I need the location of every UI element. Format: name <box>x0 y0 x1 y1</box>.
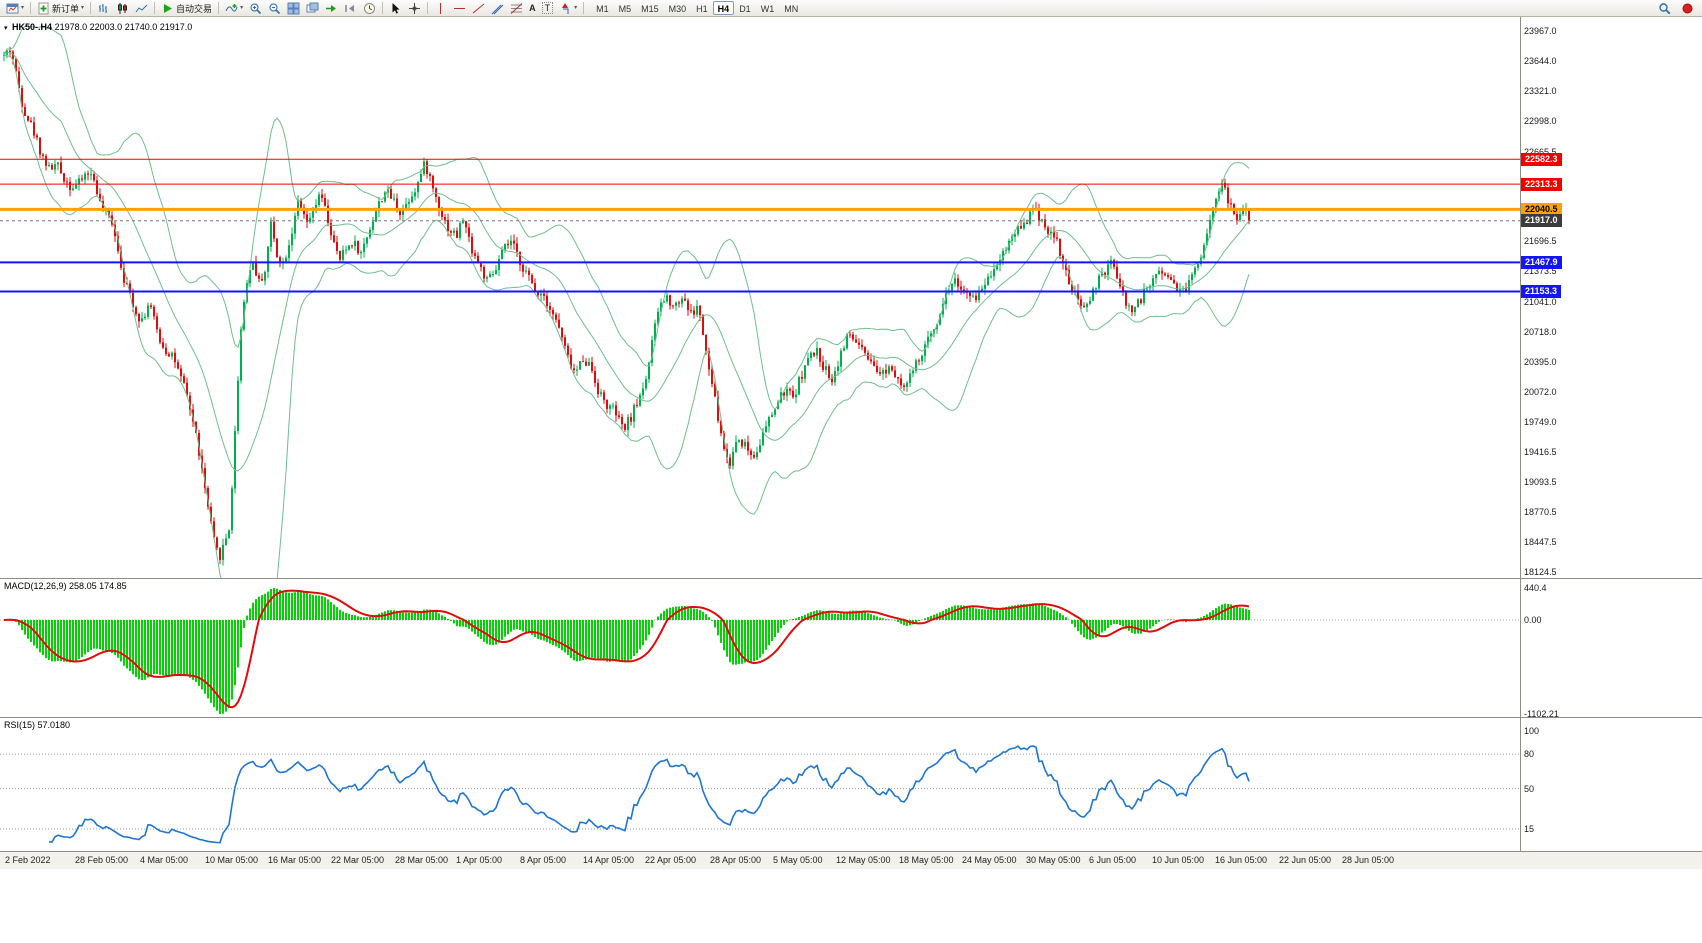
macd-values: 258.05 174.85 <box>69 581 127 591</box>
channel-icon <box>491 2 504 15</box>
cascade-windows-icon <box>306 2 319 15</box>
macd-name: MACD(12,26,9) <box>4 581 67 591</box>
toolbar-separator <box>154 2 156 14</box>
cursor-arrow-icon <box>392 2 400 14</box>
macd-layer <box>0 588 1520 714</box>
toolbar-separator <box>218 2 220 14</box>
label-tool-label: T <box>541 2 554 14</box>
crosshair-tool-button[interactable] <box>405 1 424 16</box>
auto-scroll-button[interactable] <box>322 1 341 16</box>
toolbar-right-group <box>1655 1 1699 16</box>
cascade-windows-button[interactable] <box>303 1 322 16</box>
label-tool-button[interactable]: T <box>539 1 557 16</box>
arrows-icon <box>562 2 572 15</box>
trendline-icon <box>472 2 485 15</box>
rsi-name: RSI(15) <box>4 720 36 730</box>
symbol-label: HK50-.H4 <box>12 22 53 32</box>
chart-shift-icon <box>344 4 355 12</box>
new-order-icon <box>37 2 50 15</box>
zoom-in-button[interactable] <box>246 1 265 16</box>
arrows-tool-button[interactable]: ▾ <box>556 1 580 16</box>
channel-tool-button[interactable] <box>488 1 507 16</box>
auto-trading-button[interactable]: 自动交易 <box>158 1 215 16</box>
search-icon <box>1658 2 1671 15</box>
indicators-button[interactable]: ▾ <box>222 1 246 16</box>
toolbar-separator <box>30 2 32 14</box>
trendline-tool-button[interactable] <box>469 1 488 16</box>
timeframe-h1[interactable]: H1 <box>696 4 708 14</box>
main-toolbar: ▾ 新订单 ▾ 自动交易 ▾ <box>0 0 1702 17</box>
candles-layer[interactable] <box>3 46 1250 566</box>
close-value: 21917.0 <box>159 22 193 32</box>
auto-trading-label: 自动交易 <box>176 3 213 14</box>
new-chart-button[interactable]: ▾ <box>3 1 27 16</box>
rsi-label: RSI(15) 57.0180 <box>4 720 70 730</box>
collapse-arrow-icon[interactable]: ▾ <box>4 25 8 32</box>
chart-ohlc-header: ▾ HK50-.H4 21978.0 22003.0 21740.0 21917… <box>4 22 192 32</box>
bollinger-bands <box>3 25 1250 578</box>
rsi-layer <box>0 745 1520 844</box>
crosshair-icon <box>409 2 421 14</box>
toolbar-separator <box>90 2 92 14</box>
macd-label: MACD(12,26,9) 258.05 174.85 <box>4 581 127 591</box>
timeframe-m30[interactable]: M30 <box>668 4 687 14</box>
toolbar-separator <box>583 2 585 14</box>
toolbar-separator <box>382 2 384 14</box>
horizontal-line-tool-button[interactable] <box>450 1 469 16</box>
line-chart-icon <box>135 2 148 15</box>
new-order-label: 新订单 <box>52 3 80 14</box>
line-chart-button[interactable] <box>132 1 151 16</box>
toolbar-separator <box>427 2 429 14</box>
search-button[interactable] <box>1655 1 1674 16</box>
timeframe-bar: M1 M5 M15 M30 H1 H4 D1 W1 MN <box>591 1 803 15</box>
vertical-line-icon <box>434 2 447 15</box>
timeframe-w1[interactable]: W1 <box>760 4 775 14</box>
status-icon <box>1681 2 1694 15</box>
dropdown-caret-icon: ▾ <box>21 5 25 11</box>
timeframe-h4[interactable]: H4 <box>712 1 735 15</box>
auto-scroll-icon <box>325 4 337 12</box>
zoom-out-icon <box>268 2 281 15</box>
timeframe-m15[interactable]: M15 <box>641 4 659 14</box>
indicators-icon <box>225 3 238 15</box>
text-tool-button[interactable]: A <box>526 1 539 16</box>
timeframe-m1[interactable]: M1 <box>596 4 609 14</box>
new-chart-icon <box>6 2 19 15</box>
high-value: 22003.0 <box>89 22 123 32</box>
zoom-out-button[interactable] <box>265 1 284 16</box>
clock-icon <box>363 2 376 15</box>
open-value: 21978.0 <box>54 22 88 32</box>
horizontal-line-icon <box>453 2 466 15</box>
tile-windows-icon <box>287 2 300 15</box>
timeframe-d1[interactable]: D1 <box>739 4 751 14</box>
new-order-button[interactable]: 新订单 ▾ <box>34 1 87 16</box>
timeframe-mn[interactable]: MN <box>784 4 799 14</box>
dropdown-caret-icon: ▾ <box>240 5 244 11</box>
bar-chart-button[interactable] <box>94 1 113 16</box>
dropdown-caret-icon: ▾ <box>81 5 85 11</box>
candlestick-chart-icon <box>116 2 129 15</box>
tile-windows-button[interactable] <box>284 1 303 16</box>
timeframe-m5[interactable]: M5 <box>618 4 632 14</box>
rsi-value: 57.0180 <box>37 720 71 730</box>
connection-status-button[interactable] <box>1678 1 1697 16</box>
low-value: 21740.0 <box>124 22 158 32</box>
fibonacci-tool-button[interactable] <box>507 1 526 16</box>
fibonacci-icon <box>510 2 523 15</box>
bar-chart-icon <box>97 2 110 15</box>
play-icon <box>164 3 173 13</box>
clock-button[interactable] <box>360 1 379 16</box>
cursor-tool-button[interactable] <box>386 1 405 16</box>
vertical-line-tool-button[interactable] <box>431 1 450 16</box>
dropdown-caret-icon: ▾ <box>574 5 578 11</box>
text-tool-label: A <box>529 3 536 13</box>
candlestick-chart-button[interactable] <box>113 1 132 16</box>
chart-shift-button[interactable] <box>341 1 360 16</box>
zoom-in-icon <box>249 2 262 15</box>
